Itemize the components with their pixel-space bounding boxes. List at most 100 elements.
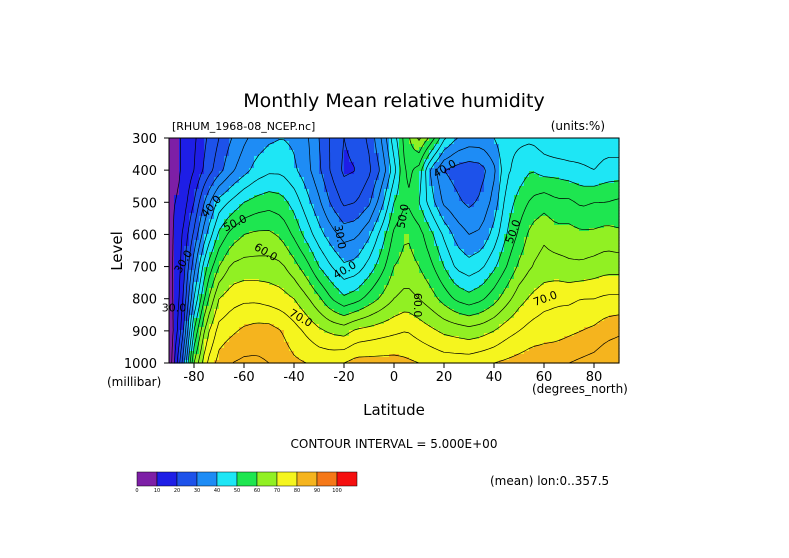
field-cell	[184, 252, 190, 256]
field-cell	[369, 150, 375, 154]
field-cell	[259, 138, 265, 142]
field-cell	[549, 216, 555, 220]
field-cell	[574, 153, 580, 157]
field-cell	[379, 150, 385, 154]
field-cell	[439, 297, 445, 301]
field-cell	[354, 162, 360, 166]
field-cell	[549, 300, 555, 304]
field-cell	[464, 231, 470, 235]
field-cell	[349, 273, 355, 277]
field-cell	[509, 222, 515, 226]
field-cell	[559, 273, 565, 277]
field-cell	[384, 255, 390, 259]
field-cell	[504, 147, 510, 151]
field-cell	[454, 231, 460, 235]
field-cell	[379, 300, 385, 304]
field-cell	[504, 258, 510, 262]
field-cell	[264, 204, 270, 208]
field-cell	[554, 270, 560, 274]
field-cell	[449, 159, 455, 163]
field-cell	[309, 282, 315, 286]
field-cell	[479, 228, 485, 232]
field-cell	[309, 201, 315, 205]
field-cell	[479, 270, 485, 274]
field-cell	[214, 294, 220, 298]
field-cell	[379, 267, 385, 271]
field-cell	[209, 297, 215, 301]
field-cell	[314, 174, 320, 178]
field-cell	[424, 165, 430, 169]
field-cell	[559, 210, 565, 214]
field-cell	[294, 255, 300, 259]
field-cell	[209, 156, 215, 160]
field-cell	[369, 297, 375, 301]
field-cell	[354, 174, 360, 178]
field-cell	[314, 177, 320, 181]
field-cell	[549, 228, 555, 232]
field-cell	[584, 210, 590, 214]
field-cell	[179, 177, 185, 181]
field-cell	[504, 225, 510, 229]
field-cell	[199, 174, 205, 178]
field-cell	[324, 300, 330, 304]
field-cell	[379, 186, 385, 190]
field-cell	[464, 192, 470, 196]
field-cell	[339, 234, 345, 238]
field-cell	[314, 255, 320, 259]
field-cell	[269, 255, 275, 259]
field-cell	[509, 276, 515, 280]
field-cell	[304, 270, 310, 274]
field-cell	[429, 138, 435, 142]
field-cell	[324, 252, 330, 256]
field-cell	[414, 225, 420, 229]
field-cell	[269, 213, 275, 217]
field-cell	[504, 273, 510, 277]
field-cell	[559, 213, 565, 217]
field-cell	[549, 273, 555, 277]
field-cell	[354, 177, 360, 181]
field-cell	[314, 171, 320, 175]
field-cell	[179, 138, 185, 142]
field-cell	[209, 198, 215, 202]
field-cell	[469, 291, 475, 295]
field-cell	[429, 228, 435, 232]
field-cell	[534, 276, 540, 280]
field-cell	[369, 225, 375, 229]
field-cell	[584, 207, 590, 211]
field-cell	[309, 141, 315, 145]
field-cell	[374, 210, 380, 214]
field-cell	[489, 204, 495, 208]
field-cell	[419, 246, 425, 250]
field-cell	[384, 231, 390, 235]
field-cell	[429, 153, 435, 157]
field-cell	[264, 303, 270, 307]
field-cell	[264, 279, 270, 283]
field-cell	[564, 258, 570, 262]
field-cell	[579, 246, 585, 250]
field-cell	[604, 246, 610, 250]
field-cell	[179, 150, 185, 154]
field-cell	[299, 159, 305, 163]
field-cell	[339, 144, 345, 148]
field-cell	[304, 249, 310, 253]
field-cell	[229, 231, 235, 235]
field-cell	[464, 234, 470, 238]
field-cell	[264, 141, 270, 145]
field-cell	[364, 225, 370, 229]
field-cell	[204, 207, 210, 211]
field-cell	[189, 144, 195, 148]
field-cell	[569, 177, 575, 181]
field-cell	[329, 156, 335, 160]
field-cell	[284, 258, 290, 262]
field-cell	[479, 300, 485, 304]
field-cell	[469, 243, 475, 247]
field-cell	[334, 156, 340, 160]
field-cell	[579, 147, 585, 151]
field-cell	[219, 294, 225, 298]
field-cell	[359, 204, 365, 208]
field-cell	[284, 168, 290, 172]
field-cell	[294, 168, 300, 172]
field-cell	[439, 150, 445, 154]
field-cell	[414, 246, 420, 250]
field-cell	[344, 231, 350, 235]
